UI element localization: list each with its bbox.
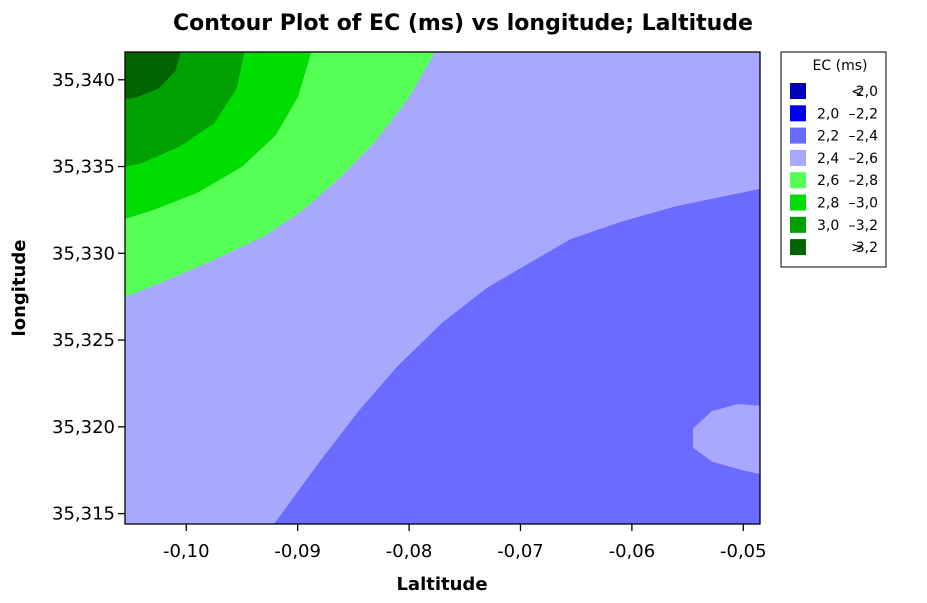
y-tick-label: 35,340 [52, 70, 115, 91]
legend-operator: – [849, 151, 856, 167]
legend-swatch [790, 239, 806, 256]
legend-operator: – [849, 173, 856, 189]
legend-swatch [790, 172, 806, 189]
chart-title: Contour Plot of EC (ms) vs longitude; La… [173, 11, 753, 36]
legend: EC (ms) <2,02,0–2,22,2–2,42,4–2,62,6–2,8… [780, 51, 887, 268]
legend-range-high: 3,2 [856, 240, 878, 256]
x-tick-label: -0,09 [274, 541, 321, 562]
y-tick-label: 35,335 [52, 157, 115, 178]
legend-operator: – [849, 106, 856, 122]
x-tick-label: -0,07 [497, 541, 544, 562]
legend-range-low: 2,8 [817, 196, 839, 212]
y-tick-label: 35,320 [52, 417, 115, 438]
legend-range-low: 3,0 [817, 218, 839, 234]
legend-range-low: 2,6 [817, 173, 839, 189]
plot-area [124, 51, 761, 525]
legend-swatch [790, 127, 806, 144]
x-tick-label: -0,10 [163, 541, 210, 562]
legend-swatch [790, 83, 806, 99]
contour-region-1 [692, 404, 761, 475]
legend-swatch [790, 105, 806, 122]
legend-operator: < [851, 84, 863, 100]
legend-swatch [790, 149, 806, 166]
legend-range-high: 3,2 [856, 218, 878, 234]
y-tick-label: 35,315 [52, 504, 115, 525]
legend-range-low: 2,2 [817, 129, 839, 145]
contour-regions [124, 51, 761, 525]
legend-range-low: 2,4 [817, 151, 839, 167]
legend-operator: > [851, 240, 863, 256]
y-axis-label: longitude [9, 240, 30, 337]
legend-range-high: 2,0 [856, 84, 878, 100]
legend-entries: <2,02,0–2,22,2–2,42,4–2,62,6–2,82,8–3,03… [790, 83, 878, 256]
x-tick-label: -0,05 [720, 541, 767, 562]
x-tick-label: -0,08 [386, 541, 433, 562]
legend-range-high: 2,4 [856, 129, 878, 145]
legend-swatch [790, 194, 806, 211]
x-tick-label: -0,06 [609, 541, 656, 562]
legend-title: EC (ms) [813, 58, 868, 74]
y-tick-label: 35,325 [52, 330, 115, 351]
x-axis: -0,10 -0,09 -0,08 -0,07 -0,06 -0,05 [163, 524, 767, 562]
legend-operator: – [849, 196, 856, 212]
legend-range-high: 2,2 [856, 106, 878, 122]
x-axis-label: Laltitude [396, 574, 487, 595]
legend-operator: – [849, 218, 856, 234]
legend-range-high: 3,0 [856, 196, 878, 212]
contour-region-0 [273, 188, 761, 525]
legend-range-high: 2,8 [856, 173, 878, 189]
y-axis: 35,315 35,320 35,325 35,330 35,335 35,340 [52, 70, 125, 525]
legend-range-high: 2,6 [856, 151, 878, 167]
legend-operator: – [849, 129, 856, 145]
plot-frame [124, 51, 761, 525]
legend-swatch [790, 216, 806, 233]
y-tick-label: 35,330 [52, 243, 115, 264]
legend-range-low: 2,0 [817, 106, 839, 122]
